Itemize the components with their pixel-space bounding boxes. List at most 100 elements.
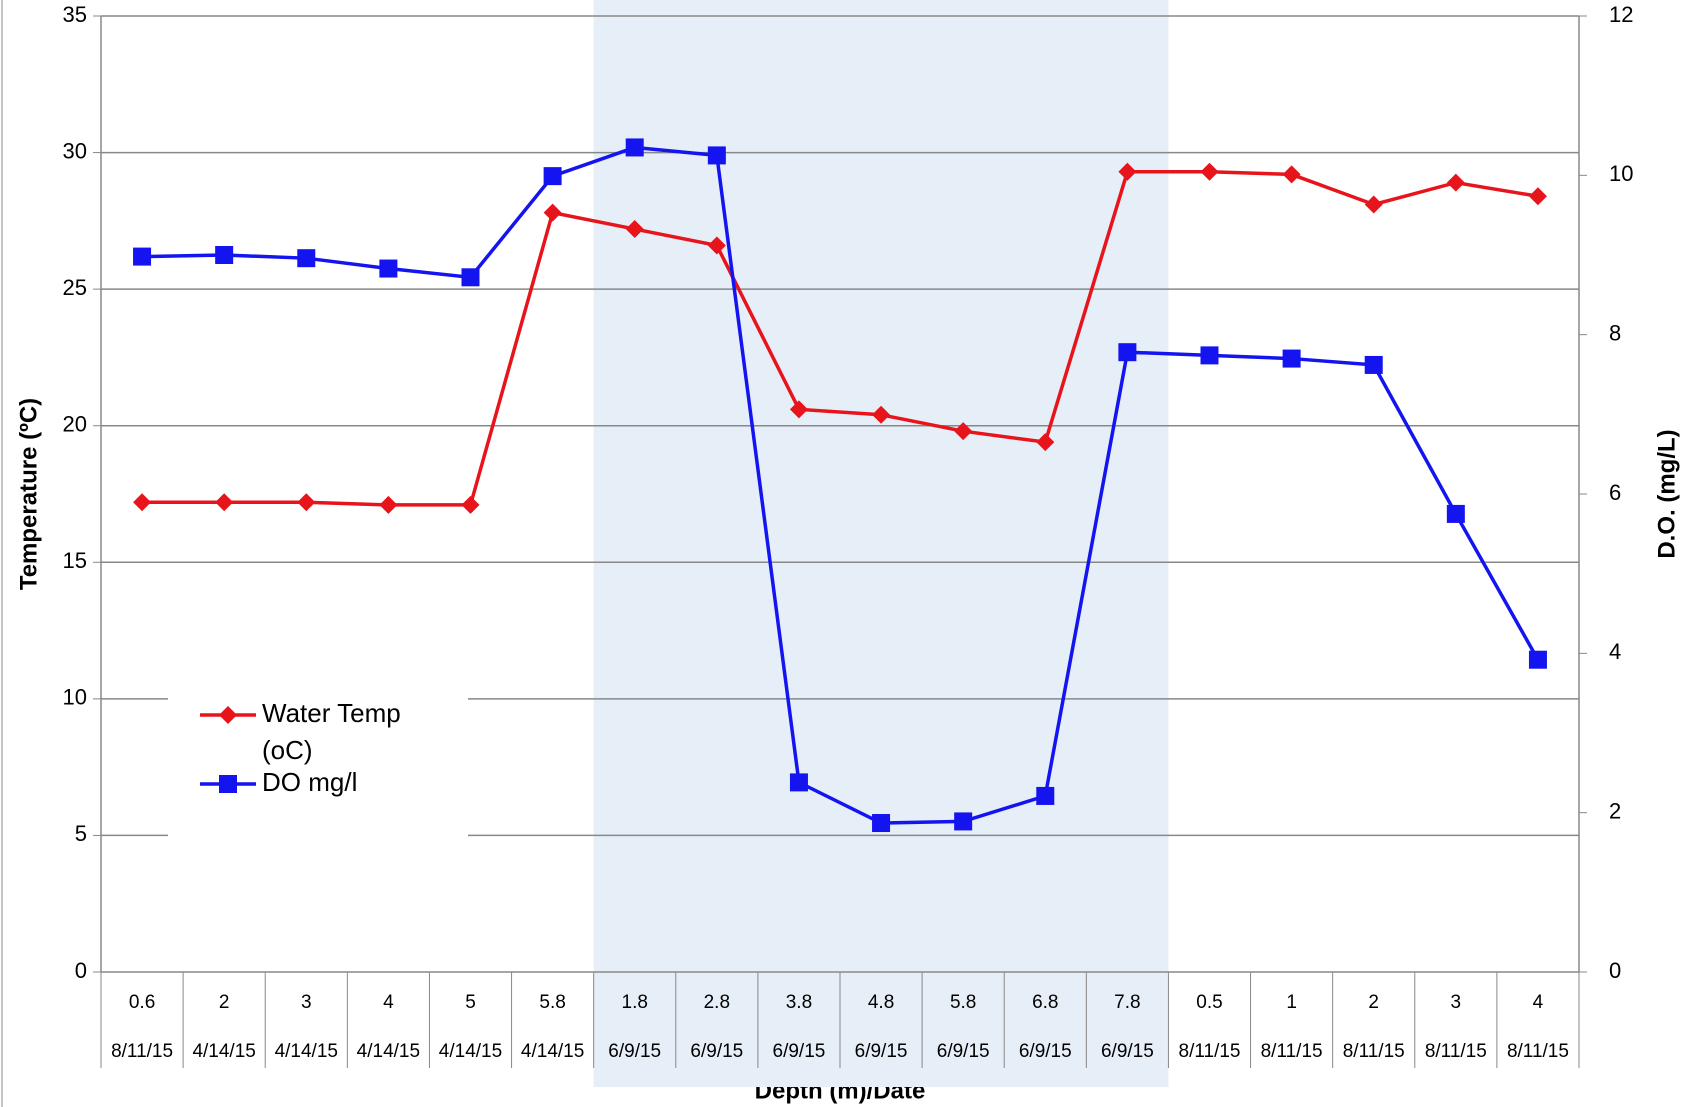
legend-line-1: Water Temp [262,698,401,728]
x-date-label: 6/9/15 [855,1041,908,1062]
marker [872,405,891,424]
legend-box [168,680,468,840]
x-date-label: 8/11/15 [1507,1041,1569,1062]
x-tick-label: 3.8 [786,992,812,1013]
x-tick-label: 4.8 [868,992,894,1013]
x-tick-label: 1.8 [622,992,648,1013]
x-tick-label: 0.6 [129,992,155,1013]
marker [1282,165,1301,184]
marker [1118,162,1137,181]
x-date-label: 8/11/15 [1179,1041,1241,1062]
x-date-label: 6/9/15 [690,1041,743,1062]
x-date-label: 4/14/15 [275,1041,338,1062]
marker [379,259,398,278]
marker [461,495,480,514]
x-date-label: 8/11/15 [1343,1041,1405,1062]
legend-line-2: (oC) [262,735,313,765]
y-tick-label: 5 [75,821,87,846]
legend-label: DO mg/l [262,767,357,797]
x-date-label: 8/11/15 [1425,1041,1487,1062]
y2-tick-label: 2 [1609,798,1621,823]
marker [215,493,234,512]
marker [789,400,808,419]
x-tick-label: 5 [465,992,476,1013]
marker [1282,349,1301,368]
marker [297,249,316,268]
marker [379,495,398,514]
x-date-label: 4/14/15 [521,1041,584,1062]
marker [543,203,562,222]
x-tick-label: 1 [1286,992,1297,1013]
x-date-label: 8/11/15 [1261,1041,1323,1062]
y2-tick-label: 8 [1609,320,1621,345]
marker [219,706,237,724]
marker [297,493,316,512]
x-date-label: 6/9/15 [1101,1041,1154,1062]
marker [461,268,480,287]
x-tick-label: 6.8 [1032,992,1058,1013]
x-date-label: 4/14/15 [357,1041,420,1062]
y2-tick-label: 10 [1609,161,1633,186]
marker [707,146,726,165]
marker [1446,504,1465,523]
marker [219,775,237,793]
y2-tick-label: 0 [1609,958,1621,983]
marker [1200,162,1219,181]
marker [133,247,152,266]
x-tick-label: 5.8 [539,992,565,1013]
marker [1364,195,1383,214]
x-date-label: 6/9/15 [773,1041,826,1062]
marker [1036,786,1055,805]
marker [789,773,808,792]
marker [954,812,973,831]
x-tick-label: 5.8 [950,992,976,1013]
marker [1528,187,1547,206]
y-tick-label: 0 [75,958,87,983]
y-tick-label: 30 [63,138,87,163]
x-tick-label: 0.5 [1196,992,1222,1013]
marker [1036,433,1055,452]
x-tick-label: 2 [1368,992,1379,1013]
marker [133,493,152,512]
marker [625,138,644,157]
series-line [142,169,1539,507]
y2-tick-label: 12 [1609,2,1633,27]
x-tick-label: 3 [1451,992,1462,1013]
x-date-label: 6/9/15 [608,1041,661,1062]
marker [1118,343,1137,362]
highlight-band [593,0,1169,1087]
marker [1446,173,1465,192]
marker [1528,650,1547,669]
x-date-label: 4/14/15 [439,1041,502,1062]
marker [1364,355,1383,374]
marker [872,814,891,833]
x-date-label: 6/9/15 [1019,1041,1072,1062]
series-line [142,145,1540,825]
marker [954,422,973,441]
y-tick-label: 35 [63,2,87,27]
y-tick-label: 20 [63,412,87,437]
x-tick-label: 2 [219,992,230,1013]
x-tick-label: 3 [301,992,312,1013]
marker [707,236,726,255]
x-date-label: 6/9/15 [937,1041,990,1062]
marker [215,246,234,264]
marker [543,167,562,186]
x-tick-label: 4 [383,992,394,1013]
y2-tick-label: 4 [1609,639,1621,664]
marker [1200,346,1219,365]
x-tick-label: 2.8 [704,992,730,1013]
marker [625,220,644,239]
x-date-label: 8/11/15 [111,1041,173,1062]
y2-tick-label: 6 [1609,480,1621,505]
x-tick-label: 4 [1533,992,1544,1013]
x-tick-label: 7.8 [1114,992,1140,1013]
y-tick-label: 10 [63,685,87,710]
legend-label: Water Temp (oC) [262,698,401,765]
y-tick-label: 15 [63,548,87,573]
y2-axis-title: D.O. (mg/L) [1653,429,1680,558]
x-date-label: 4/14/15 [192,1041,255,1062]
y-axis-title: Temperature (ºC) [15,398,42,590]
y-tick-label: 25 [63,275,87,300]
